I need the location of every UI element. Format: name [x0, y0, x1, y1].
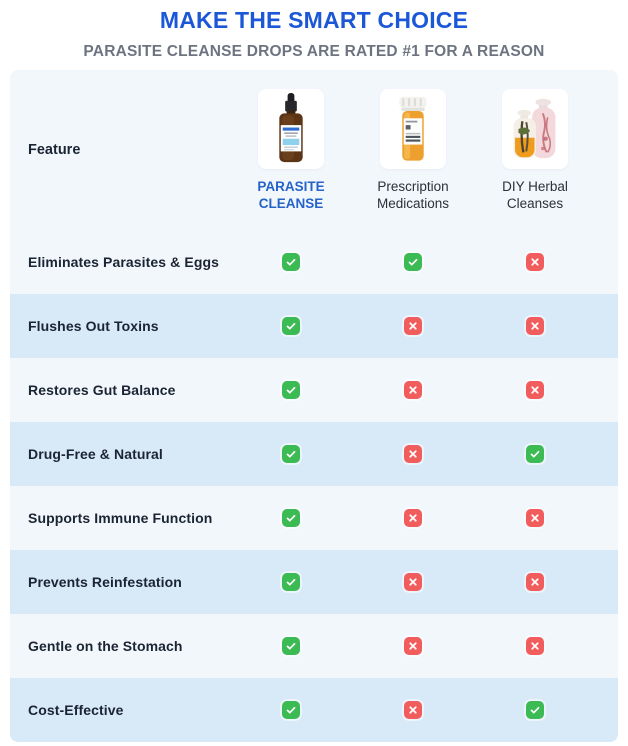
comparison-table: Feature [10, 70, 618, 742]
cross-icon [526, 573, 544, 591]
cross-icon [404, 637, 422, 655]
cross-icon [404, 317, 422, 335]
herbal-jars-icon [513, 98, 556, 158]
cross-icon [404, 381, 422, 399]
cross-icon [526, 509, 544, 527]
column-diy-herbal-cleanses: DIY Herbal Cleanses [474, 88, 596, 212]
check-icon [404, 253, 422, 271]
column-label-diy-herbal: DIY Herbal Cleanses [502, 178, 568, 211]
check-icon [282, 509, 300, 527]
page-title: MAKE THE SMART CHOICE [159, 7, 469, 33]
parasite-cleanse-product-image [258, 88, 324, 169]
check-icon [282, 573, 300, 591]
dropper-bottle-icon [279, 92, 303, 162]
feature-label: Restores Gut Balance [28, 382, 176, 398]
table-row: Flushes Out Toxins [10, 294, 618, 358]
check-icon [526, 701, 544, 719]
table-row: Drug-Free & Natural [10, 422, 618, 486]
table-header-row: Feature [10, 70, 618, 230]
page-subtitle: PARASITE CLEANSE DROPS ARE RATED #1 FOR … [83, 43, 545, 60]
table-row: Cost-Effective [10, 678, 618, 742]
cross-icon [404, 445, 422, 463]
column-label-parasite-cleanse: PARASITE CLEANSE [257, 178, 325, 211]
pill-bottle-icon [399, 96, 427, 161]
cross-icon [404, 573, 422, 591]
cross-icon [404, 701, 422, 719]
table-row: Supports Immune Function [10, 486, 618, 550]
feature-label: Drug-Free & Natural [28, 446, 163, 462]
feature-label: Gentle on the Stomach [28, 638, 183, 654]
herbal-cleanse-product-image [502, 88, 568, 169]
cross-icon [526, 381, 544, 399]
feature-label: Supports Immune Function [28, 510, 213, 526]
check-icon [282, 253, 300, 271]
feature-label: Prevents Reinfestation [28, 574, 182, 590]
cross-icon [526, 253, 544, 271]
check-icon [282, 317, 300, 335]
check-icon [282, 381, 300, 399]
feature-column-header: Feature [28, 142, 81, 158]
column-parasite-cleanse: PARASITE CLEANSE [230, 88, 352, 212]
check-icon [282, 701, 300, 719]
prescription-product-image [380, 88, 446, 169]
cross-icon [404, 509, 422, 527]
feature-label: Eliminates Parasites & Eggs [28, 254, 220, 270]
feature-label: Flushes Out Toxins [28, 318, 159, 334]
table-row: Restores Gut Balance [10, 358, 618, 422]
check-icon [282, 637, 300, 655]
table-row: Eliminates Parasites & Eggs [10, 230, 618, 294]
cross-icon [526, 637, 544, 655]
check-icon [282, 445, 300, 463]
feature-label: Cost-Effective [28, 702, 124, 718]
check-icon [526, 445, 544, 463]
column-prescription-medications: Prescription Medications [352, 88, 474, 212]
table-row: Gentle on the Stomach [10, 614, 618, 678]
table-row: Prevents Reinfestation [10, 550, 618, 614]
column-label-prescription: Prescription Medications [376, 178, 450, 211]
cross-icon [526, 317, 544, 335]
